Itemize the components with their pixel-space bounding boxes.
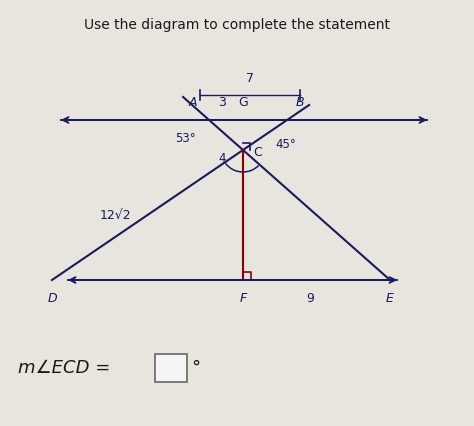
Text: °: °	[191, 359, 200, 377]
Text: 12√2: 12√2	[99, 208, 131, 222]
Text: A: A	[189, 96, 197, 109]
Text: Use the diagram to complete the statement: Use the diagram to complete the statemen…	[84, 18, 390, 32]
Text: 3: 3	[218, 96, 226, 109]
Text: G: G	[238, 96, 248, 109]
Text: 7: 7	[246, 72, 254, 85]
Bar	[155, 354, 187, 382]
Text: C: C	[253, 147, 262, 159]
Text: F: F	[239, 292, 246, 305]
Text: 53°: 53°	[175, 132, 196, 144]
Text: m∠ECD =: m∠ECD =	[18, 359, 116, 377]
Text: 9: 9	[306, 292, 314, 305]
Text: E: E	[386, 292, 394, 305]
Text: B: B	[296, 96, 304, 109]
Text: D: D	[47, 292, 57, 305]
Text: 4: 4	[218, 152, 226, 164]
Text: 45°: 45°	[275, 138, 296, 152]
